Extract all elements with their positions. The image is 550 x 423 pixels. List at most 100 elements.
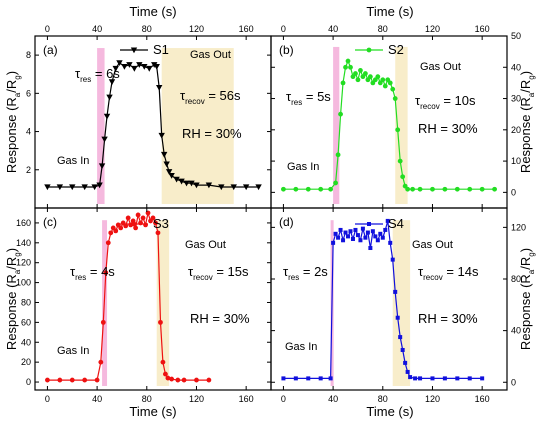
data-point xyxy=(380,77,386,83)
x-tick-label: 80 xyxy=(378,24,388,34)
y-tick-label: 80 xyxy=(21,297,31,307)
x-tick-label: 160 xyxy=(475,24,490,34)
data-point xyxy=(91,184,98,191)
gas-out-label: Gas Out xyxy=(420,61,461,73)
data-point xyxy=(403,360,408,365)
data-point xyxy=(370,229,375,234)
data-point xyxy=(181,377,187,383)
y-tick-label: 20 xyxy=(21,357,31,367)
top-x-label-left: Time (s) xyxy=(129,4,176,19)
data-point xyxy=(108,230,114,236)
data-point xyxy=(343,230,348,235)
data-point xyxy=(408,375,413,380)
data-point xyxy=(455,376,460,381)
data-point xyxy=(442,186,448,192)
legend-marker xyxy=(366,47,372,53)
data-point xyxy=(160,151,168,158)
data-point xyxy=(69,184,76,191)
x-tick-label: 0 xyxy=(281,24,286,34)
data-point xyxy=(395,315,400,320)
data-point xyxy=(255,184,262,191)
data-point xyxy=(348,64,353,70)
data-point xyxy=(131,65,138,72)
data-point xyxy=(375,238,380,243)
panel-c: S3 0 40 80 120 160 0 20 40 60 80 100 120 140 160 (c) Gas… xyxy=(4,207,272,404)
data-point xyxy=(340,80,346,86)
x-tick-label: 40 xyxy=(92,24,102,34)
x-tick-label: 0 xyxy=(45,394,50,404)
tau-res-label: τres = 4s xyxy=(70,264,115,282)
y-tick-label: 8 xyxy=(26,50,31,60)
data-point xyxy=(98,359,104,365)
data-point xyxy=(165,169,173,175)
tau-res-label: τres = 2s xyxy=(283,264,328,282)
data-point xyxy=(350,236,355,241)
data-point xyxy=(373,234,378,239)
data-point xyxy=(281,376,286,381)
response-window xyxy=(333,46,340,205)
data-point xyxy=(355,233,360,238)
rh-label: RH = 30% xyxy=(182,126,242,141)
data-point xyxy=(81,184,88,191)
gas-in-label: Gas In xyxy=(287,161,319,173)
data-point xyxy=(358,68,363,73)
plot-frame xyxy=(270,207,508,391)
data-point xyxy=(106,94,113,101)
data-point xyxy=(392,96,398,101)
data-point xyxy=(163,371,168,377)
x-tick-label: 120 xyxy=(189,24,204,34)
y-tick-label: 140 xyxy=(16,238,31,248)
data-point xyxy=(136,62,143,68)
data-point xyxy=(178,178,185,185)
data-point xyxy=(397,158,403,164)
tau-res-label: τres = 5s xyxy=(286,89,331,107)
data-point xyxy=(158,319,163,325)
y-tick-label: 80 xyxy=(511,274,521,284)
tau-recov-label: τrecov = 14s xyxy=(418,264,479,282)
data-point xyxy=(348,229,353,234)
data-point xyxy=(382,83,388,89)
data-point xyxy=(400,347,405,352)
y-tick-label: 30 xyxy=(511,94,521,104)
data-point xyxy=(293,186,299,192)
data-point xyxy=(175,377,181,383)
data-point xyxy=(57,377,63,383)
legend-marker xyxy=(130,47,138,54)
data-point xyxy=(363,71,368,76)
y-tick-label: 160 xyxy=(16,218,31,228)
top-x-label-right: Time (s) xyxy=(366,4,413,19)
x-tick-label: 160 xyxy=(475,394,490,404)
x-tick-label: 0 xyxy=(45,24,50,34)
data-point xyxy=(163,161,170,168)
data-point xyxy=(430,186,435,192)
gas-in-label: Gas In xyxy=(57,345,89,357)
y-tick-label: 0 xyxy=(26,377,31,387)
legend-label: S3 xyxy=(153,216,169,231)
y-tick-label: 0 xyxy=(511,187,516,197)
data-point xyxy=(188,180,195,187)
data-point xyxy=(101,136,108,143)
data-point xyxy=(143,222,148,228)
data-point xyxy=(358,238,363,243)
panel-label: (d) xyxy=(279,215,294,229)
data-point xyxy=(353,71,358,76)
y-tick-label: 40 xyxy=(511,62,521,72)
data-point xyxy=(480,376,485,381)
x-tick-label: 120 xyxy=(425,24,440,34)
data-point xyxy=(380,235,385,240)
plot-frame xyxy=(34,207,272,391)
recovery-window xyxy=(156,220,170,386)
data-point xyxy=(454,186,460,192)
data-point xyxy=(56,184,64,191)
rh-label: RH = 30% xyxy=(418,121,478,136)
panel-label: (a) xyxy=(43,43,58,57)
data-point xyxy=(158,132,165,139)
x-tick-label: 80 xyxy=(142,24,152,34)
data-point xyxy=(155,230,161,236)
data-point xyxy=(205,182,213,189)
data-point xyxy=(338,111,343,117)
data-point xyxy=(430,376,435,381)
data-point xyxy=(153,64,160,70)
tau-recov-label: τrecov = 10s xyxy=(415,93,476,111)
data-point xyxy=(318,376,323,381)
